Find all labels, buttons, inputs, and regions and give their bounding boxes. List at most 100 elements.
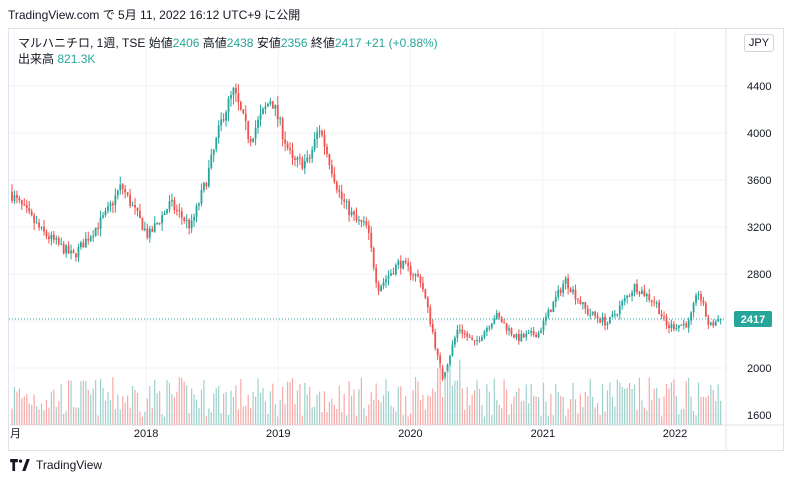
volume-bar [387, 391, 390, 425]
footer-brand[interactable]: TradingView [10, 458, 102, 472]
volume-bar [515, 391, 518, 425]
volume-bar [112, 377, 114, 425]
volume-bar [710, 384, 712, 425]
volume-bar [599, 415, 601, 425]
candle-body [375, 267, 378, 283]
candle-body [50, 234, 53, 240]
volume-bar [476, 380, 478, 425]
volume-bar [301, 416, 303, 425]
candle-body [581, 302, 584, 305]
volume-bar [422, 394, 424, 425]
candle-body [377, 282, 380, 292]
candle-body [11, 191, 13, 201]
candle-body [195, 205, 198, 217]
volume-bar [210, 412, 212, 425]
volume-bar [38, 409, 40, 425]
volume-bar [466, 387, 468, 425]
volume-bar [373, 399, 375, 425]
candle-body [72, 250, 75, 254]
volume-bar [215, 388, 217, 425]
candle-body [429, 307, 432, 324]
volume-bar [225, 391, 227, 425]
candle-body [330, 165, 333, 175]
candle-body [94, 227, 97, 236]
volume-bar [410, 413, 412, 425]
candle-body [156, 223, 159, 225]
symbol-info: マルハニチロ, 1週, TSE [18, 36, 146, 50]
candle-body [200, 190, 203, 204]
candle-body [439, 355, 442, 368]
candle-body [360, 219, 363, 222]
currency-button[interactable]: JPY [744, 34, 774, 52]
candle-body [276, 105, 279, 120]
candle-body [483, 331, 486, 338]
volume-bar [33, 394, 35, 425]
volume-bar [220, 412, 222, 425]
volume-bar [601, 383, 604, 425]
candle-body [183, 217, 186, 222]
y-tick-label: 2000 [747, 363, 771, 375]
volume-bar [579, 394, 581, 425]
volume-bar [528, 403, 530, 425]
candle-body [269, 101, 272, 104]
volume-bar [299, 383, 301, 425]
volume-bar [685, 381, 687, 425]
candle-body [318, 130, 321, 133]
volume-bar [442, 396, 444, 425]
candle-body [254, 127, 257, 139]
volume-bar [437, 368, 439, 425]
volume-bar [646, 410, 648, 425]
candle-body [616, 314, 619, 316]
volume-bar [176, 391, 178, 425]
volume-bar [28, 403, 30, 425]
candle-body [333, 174, 336, 182]
volume-bar [368, 404, 370, 425]
volume-bar [122, 396, 124, 425]
volume-bar [454, 380, 456, 425]
volume-bar [75, 407, 77, 425]
volume-bar [31, 405, 33, 425]
candle-body [313, 139, 316, 150]
volume-bar [395, 411, 397, 425]
volume-bar [636, 409, 638, 425]
candle-body [190, 220, 193, 229]
volume-bar [707, 395, 709, 425]
candle-body [390, 273, 392, 276]
volume-bar [193, 394, 195, 425]
volume-bar [535, 396, 537, 425]
volume-bar [124, 402, 126, 425]
candle-body [606, 323, 609, 326]
candle-body [296, 157, 299, 160]
candle-body [488, 327, 491, 329]
candle-body [466, 333, 469, 337]
volume-bar [400, 386, 402, 425]
volume-bar [658, 397, 660, 425]
candle-body [658, 302, 661, 315]
candle-body [609, 317, 611, 324]
chart-frame [8, 28, 784, 451]
candle-body [675, 328, 678, 330]
candle-body [75, 253, 77, 258]
candle-body [370, 232, 373, 249]
candle-body [257, 119, 259, 128]
volume-bar [673, 379, 675, 425]
candle-body [387, 275, 390, 280]
volume-bar [611, 396, 613, 425]
volume-bar [36, 406, 38, 425]
volume-bar [695, 415, 697, 425]
volume-bar [574, 399, 577, 425]
volume-bar [587, 396, 589, 425]
candle-body [348, 201, 351, 216]
candle-body [353, 211, 355, 215]
volume-bar [412, 389, 414, 425]
candle-body [264, 106, 267, 109]
volume-bar [269, 391, 271, 425]
candle-body [500, 317, 503, 323]
candle-body [321, 130, 323, 136]
volume-bar [294, 404, 296, 425]
volume-bar [119, 409, 121, 425]
candle-body [279, 118, 282, 120]
volume-bar [232, 396, 235, 425]
candle-body [535, 334, 538, 338]
